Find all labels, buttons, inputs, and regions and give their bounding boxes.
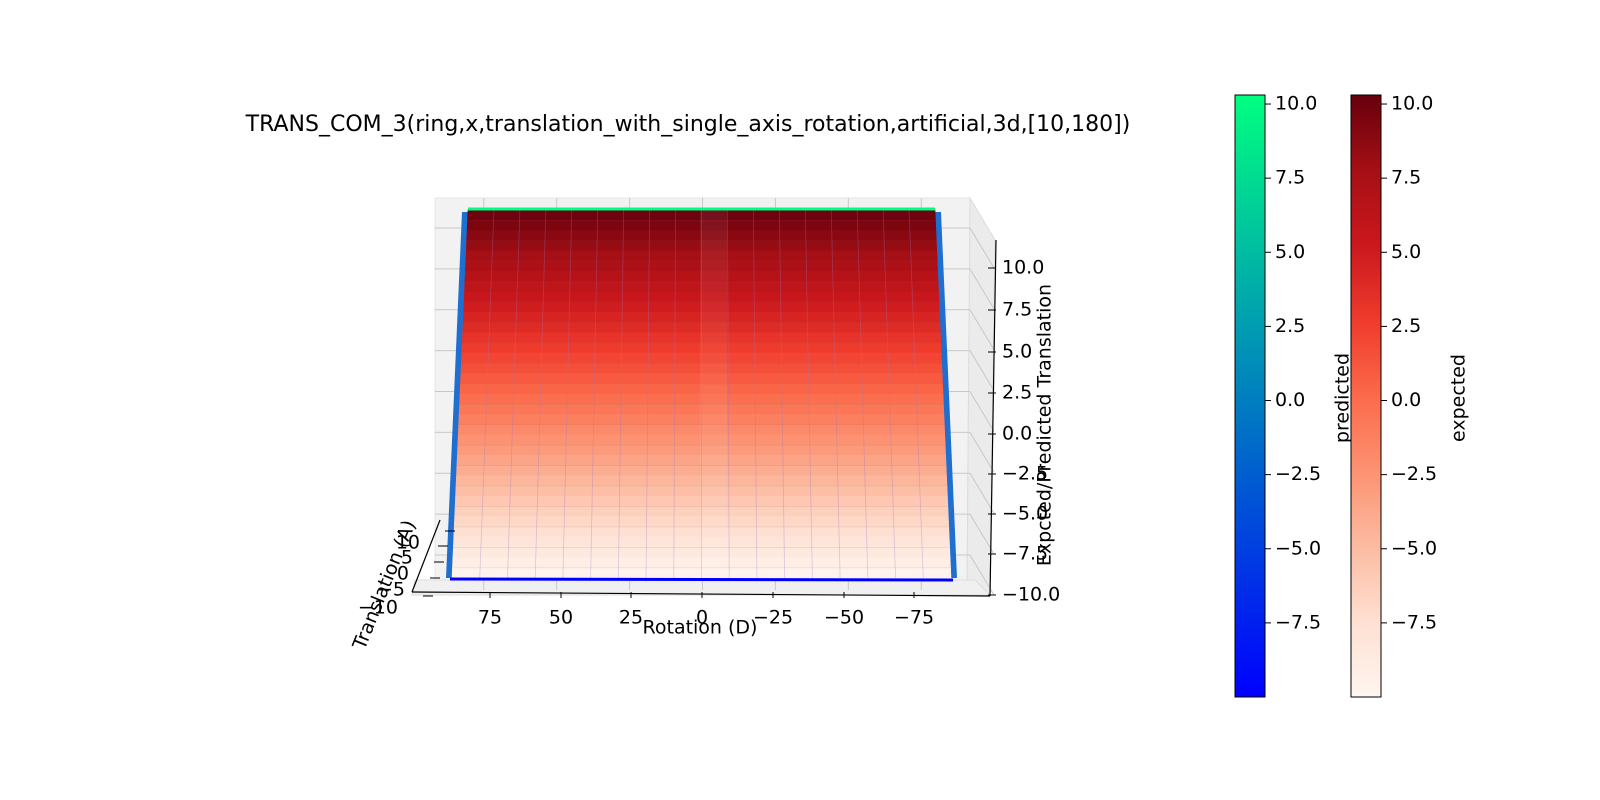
colorbar-label: expected bbox=[1448, 354, 1470, 442]
z-axis-line bbox=[989, 239, 997, 597]
predicted-bottom-edge bbox=[449, 577, 954, 582]
z-tick-label: −5.0 bbox=[1002, 503, 1048, 525]
surface-facet-line bbox=[727, 209, 730, 579]
colorbar-label: predicted bbox=[1332, 353, 1354, 443]
x-tick-label: 25 bbox=[619, 607, 643, 629]
z-tick-label: −2.5 bbox=[1002, 463, 1048, 485]
side-gridline-z bbox=[969, 432, 995, 473]
y-tick-label: 0 bbox=[397, 563, 409, 585]
colorbar-expected bbox=[1350, 94, 1382, 698]
surface-facet-line bbox=[882, 209, 896, 579]
colorbar-tick-label: 10.0 bbox=[1391, 93, 1433, 115]
surface-expected bbox=[446, 207, 957, 582]
surface-facet-line bbox=[479, 209, 495, 579]
z-tick-label: 10.0 bbox=[1002, 257, 1044, 279]
surface-facet-line bbox=[804, 209, 813, 579]
side-gridline-z bbox=[969, 513, 995, 555]
surface-facet-line bbox=[752, 209, 758, 579]
predicted-edge-right bbox=[935, 212, 957, 578]
surface-facet-line bbox=[778, 209, 786, 579]
side-gridline-z bbox=[969, 309, 995, 351]
colorbar-tick-label: 2.5 bbox=[1391, 315, 1421, 337]
colorbar-tick-label: 7.5 bbox=[1391, 167, 1421, 189]
z-tick-label: 5.0 bbox=[1002, 341, 1032, 363]
colorbar-tick-label: 2.5 bbox=[1275, 315, 1305, 337]
x-axis-line bbox=[411, 591, 991, 597]
colorbar-tick-label: −5.0 bbox=[1275, 537, 1321, 559]
colorbar-tick-label: −7.5 bbox=[1275, 611, 1321, 633]
y-tick-label: 10 bbox=[396, 532, 420, 554]
colorbar-tick-label: 0.0 bbox=[1275, 389, 1305, 411]
z-tick-label: 7.5 bbox=[1002, 299, 1032, 321]
colorbar-tick-label: 10.0 bbox=[1275, 93, 1317, 115]
x-tick-label: 0 bbox=[696, 607, 708, 629]
x-tick-label: 50 bbox=[549, 607, 573, 629]
side-gridline-z bbox=[969, 268, 995, 310]
colorbar-predicted bbox=[1234, 94, 1266, 698]
z-tick-label: 2.5 bbox=[1002, 382, 1032, 404]
predicted-edge-left bbox=[446, 212, 468, 578]
surface-facet-line bbox=[673, 209, 676, 579]
colorbar-tick-label: 7.5 bbox=[1275, 167, 1305, 189]
z-tick-label: 0.0 bbox=[1002, 423, 1032, 445]
side-gridline-z bbox=[969, 350, 995, 391]
colorbar-tick-label: −2.5 bbox=[1391, 463, 1437, 485]
colorbar-tick-label: −2.5 bbox=[1275, 463, 1321, 485]
side-gridline-z bbox=[969, 472, 995, 514]
chart-title: TRANS_COM_3(ring,x,translation_with_sing… bbox=[245, 112, 1131, 137]
x-axis-label: Rotation (D) bbox=[643, 617, 758, 639]
surface-facet-line bbox=[645, 209, 651, 579]
y-tick-label: −5 bbox=[377, 579, 405, 601]
surface-facet-line bbox=[562, 209, 573, 579]
x-tick-label: 75 bbox=[478, 607, 502, 629]
z-tick-label: −10.0 bbox=[1002, 584, 1060, 606]
colorbars: −7.5 −5.0 −2.5 0.0 2.5 5.0 7.5 10.0 predicted −7.… bbox=[1234, 93, 1470, 698]
surface-center-strip bbox=[700, 210, 727, 578]
x-tick-label: −50 bbox=[824, 607, 864, 629]
y-tick-label: −10 bbox=[358, 597, 398, 619]
z-axis-label: Expcted/Predicted Translation bbox=[1034, 284, 1056, 566]
colorbar-tick-label: 0.0 bbox=[1391, 389, 1421, 411]
y-tick-label: 5 bbox=[401, 547, 413, 569]
x-tick-label: −25 bbox=[753, 607, 793, 629]
side-gridline-z bbox=[969, 227, 995, 269]
colorbar-tick-label: −7.5 bbox=[1391, 611, 1437, 633]
colorbar-tick-label: −5.0 bbox=[1391, 537, 1437, 559]
side-gridline-z bbox=[969, 391, 995, 432]
y-axis-label: Translation (A) bbox=[348, 517, 420, 654]
surface-facet-line bbox=[507, 209, 521, 579]
x-tick-label: −75 bbox=[894, 607, 934, 629]
y-axis-line bbox=[411, 519, 441, 593]
surface-facet-line bbox=[617, 209, 625, 579]
colorbar-tick-label: 5.0 bbox=[1391, 241, 1421, 263]
colorbar-tick-label: 5.0 bbox=[1275, 241, 1305, 263]
z-tick-label: −7.5 bbox=[1002, 543, 1048, 565]
surface-facet-line bbox=[534, 209, 547, 579]
surface-facet-line bbox=[590, 209, 599, 579]
surface-facet-line bbox=[830, 209, 841, 579]
surface-band bbox=[451, 567, 952, 579]
surface-facet-line bbox=[908, 209, 924, 579]
surface-facet-line bbox=[856, 209, 869, 579]
